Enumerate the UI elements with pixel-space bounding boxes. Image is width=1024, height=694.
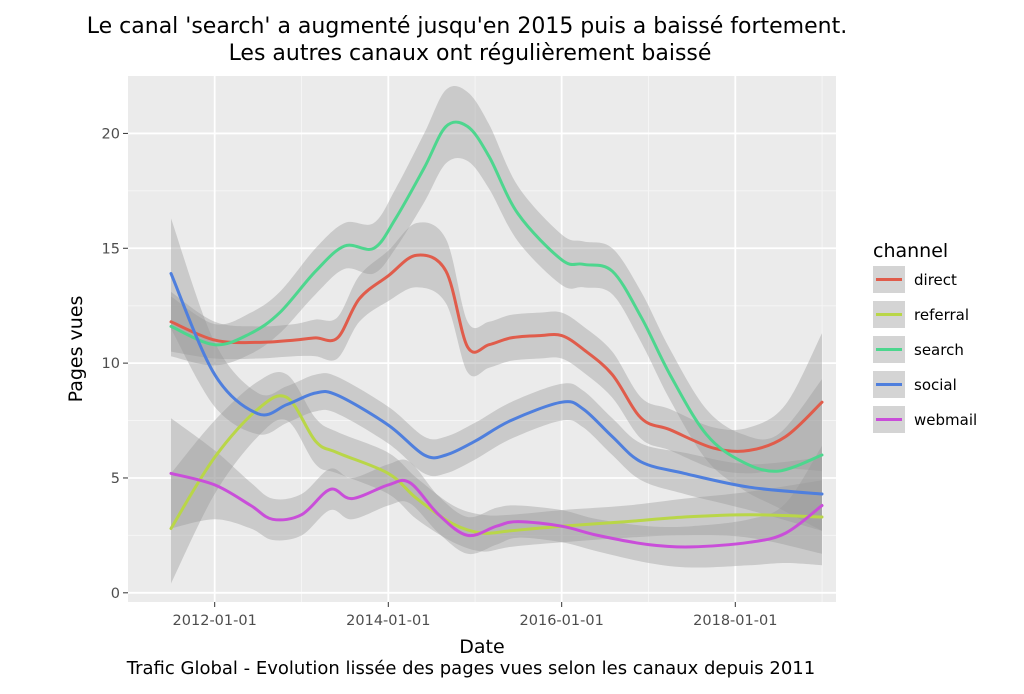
legend: channel direct referral search social webmai… xyxy=(873,240,977,433)
x-tick-label: 2016-01-01 xyxy=(520,613,604,629)
chart-title: Le canal 'search' a augmenté jusqu'en 20… xyxy=(87,14,847,39)
series-line-direct xyxy=(169,253,824,453)
legend-label-direct: direct xyxy=(914,271,957,289)
band-webmail xyxy=(171,418,822,568)
chart-subtitle: Les autres canaux ont régulièrement bais… xyxy=(229,41,712,66)
x-tick-label: 2018-01-01 xyxy=(693,613,777,629)
y-axis-title: Pages vues xyxy=(65,296,87,403)
legend-label-referral: referral xyxy=(914,306,969,324)
legend-label-webmail: webmail xyxy=(914,411,977,429)
legend-label-social: social xyxy=(914,376,957,394)
x-axis-title: Date xyxy=(459,636,504,658)
chart-caption: Trafic Global - Evolution lissée des pag… xyxy=(126,658,815,679)
y-axis: 0 5 10 15 20 xyxy=(102,126,128,602)
legend-label-search: search xyxy=(914,341,964,359)
band-referral xyxy=(171,371,822,584)
legend-title: channel xyxy=(873,240,948,262)
x-tick-label: 2014-01-01 xyxy=(346,613,430,629)
x-axis: 2012-01-01 2014-01-01 2016-01-01 2018-01-01 xyxy=(173,602,777,629)
y-tick-label: 20 xyxy=(102,126,120,142)
y-tick-label: 10 xyxy=(102,356,120,372)
series-line-webmail xyxy=(169,471,824,549)
y-tick-label: 0 xyxy=(111,586,120,602)
band-direct xyxy=(171,222,822,474)
series-lines xyxy=(169,120,824,549)
y-tick-label: 15 xyxy=(102,241,120,257)
band-social xyxy=(171,218,822,531)
y-tick-label: 5 xyxy=(111,471,120,487)
series-line-social xyxy=(169,272,824,496)
series-line-search xyxy=(169,120,824,473)
x-tick-label: 2012-01-01 xyxy=(173,613,257,629)
